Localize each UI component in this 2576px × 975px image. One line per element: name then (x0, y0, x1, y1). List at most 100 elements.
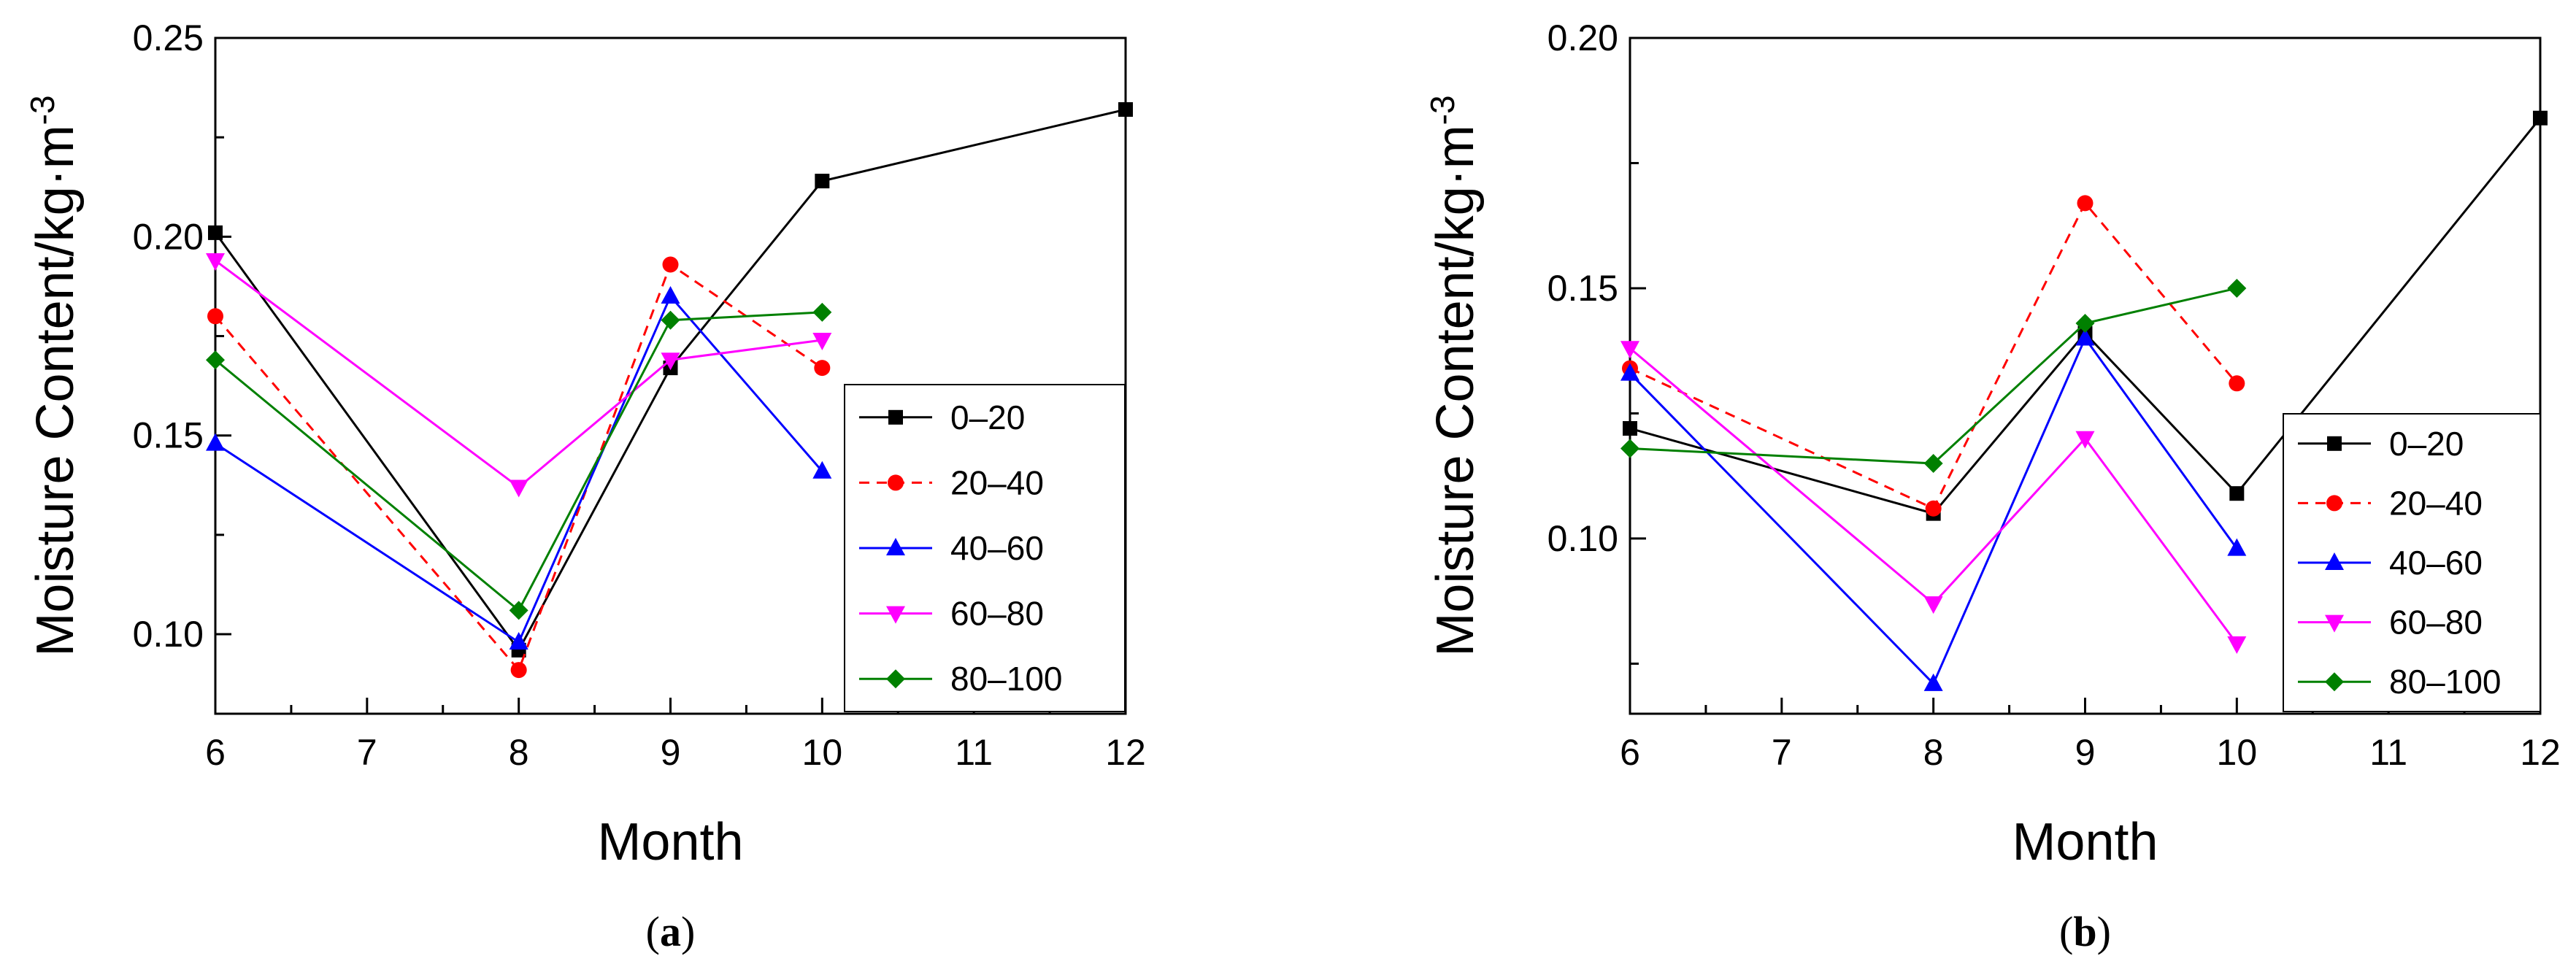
y-tick-label: 0.10 (1547, 518, 1618, 559)
legend-marker (886, 538, 905, 555)
x-tick-label: 10 (2217, 732, 2258, 773)
legend-item-40-60: 40–60 (2298, 544, 2483, 582)
data-point (2227, 636, 2247, 654)
data-point (206, 253, 225, 271)
data-point (1118, 102, 1133, 117)
x-tick-label: 7 (1772, 732, 1792, 773)
data-point (2229, 375, 2245, 392)
data-point (509, 479, 528, 498)
series-60-80 (206, 253, 832, 498)
x-tick-label: 8 (1923, 732, 1944, 773)
legend-label: 60–80 (2389, 604, 2483, 641)
data-point (812, 302, 832, 322)
legend-item-0-20: 0–20 (2298, 425, 2464, 463)
y-axis-title: Moisture Content/kg·m-3 (23, 95, 85, 656)
data-point (815, 174, 830, 189)
legend-item-60-80: 60–80 (2298, 604, 2483, 641)
data-point (812, 460, 832, 479)
data-point (509, 601, 528, 620)
data-point (1620, 439, 1639, 458)
series-80-100 (206, 302, 832, 620)
data-point (2229, 486, 2245, 501)
legend-marker (888, 474, 904, 491)
y-tick-label: 0.20 (133, 216, 204, 257)
legend-label: 20–40 (950, 463, 1044, 501)
legend-label: 20–40 (2389, 484, 2483, 522)
legend-label: 40–60 (950, 529, 1044, 567)
legend: 0–20 20–40 40–60 60–80 80–100 (2283, 413, 2541, 712)
y-tick-label: 0.25 (133, 18, 204, 58)
legend-label: 80–100 (2389, 663, 2502, 701)
data-point (812, 332, 832, 350)
x-tick-label: 11 (2369, 732, 2407, 773)
legend-marker (886, 606, 905, 624)
y-axis-title-text: Moisture Content/kg·m (26, 125, 85, 656)
data-point (2077, 195, 2094, 212)
legend-marker (2325, 672, 2344, 692)
series-40-60 (206, 286, 832, 650)
data-point (207, 308, 223, 325)
legend-marker (2325, 552, 2344, 570)
legend-item-20-40: 20–40 (2298, 484, 2483, 522)
x-tick-label: 6 (1620, 732, 1640, 773)
data-point (509, 631, 528, 650)
legend: 0–20 20–40 40–60 60–80 80–100 (844, 384, 1126, 712)
data-point (2075, 313, 2095, 333)
panel-label-letter: b (2073, 908, 2096, 955)
panel-label-open: ( (2059, 908, 2073, 955)
legend-item-20-40: 20–40 (859, 463, 1044, 501)
data-point (206, 433, 225, 451)
legend-item-80-100: 80–100 (859, 660, 1063, 698)
panel-label-letter: a (660, 908, 681, 955)
x-tick-label: 12 (2520, 732, 2561, 773)
x-tick-label: 8 (509, 732, 529, 773)
y-tick-label: 0.15 (1547, 268, 1618, 309)
y-axis-title: Moisture Content/kg·m-3 (1423, 95, 1485, 656)
series-line (215, 294, 823, 644)
legend-marker (2326, 495, 2342, 512)
panel-label: (a) (646, 908, 696, 955)
series-80-100 (1620, 278, 2247, 474)
legend-label: 80–100 (950, 660, 1063, 698)
data-point (661, 286, 680, 304)
data-point (1925, 500, 1942, 517)
data-point (661, 310, 680, 330)
legend-marker (886, 669, 905, 689)
series-line (1629, 287, 2237, 465)
data-point (2075, 431, 2095, 449)
legend-item-40-60: 40–60 (859, 529, 1044, 567)
panel-label-close: ) (681, 908, 695, 955)
series-line (215, 311, 823, 612)
y-axis-title-superscript: -3 (1423, 95, 1461, 125)
legend-label: 60–80 (950, 595, 1044, 633)
data-point (1620, 341, 1639, 359)
data-point (1923, 454, 1943, 474)
series-line (1629, 201, 2238, 510)
legend-item-0-20: 0–20 (859, 398, 1025, 436)
panel-label-open: ( (646, 908, 660, 955)
data-point (2227, 278, 2247, 298)
data-point (2227, 538, 2247, 556)
data-point (662, 256, 679, 273)
x-tick-label: 10 (802, 732, 843, 773)
x-tick-label: 6 (205, 732, 226, 773)
legend-label: 40–60 (2389, 544, 2483, 582)
y-tick-label: 0.20 (1547, 18, 1618, 58)
x-axis-title: Month (597, 813, 743, 871)
series-line (1629, 336, 2238, 686)
legend-marker (2327, 436, 2342, 451)
panel-label-close: ) (2097, 908, 2111, 955)
legend-item-80-100: 80–100 (2298, 663, 2502, 701)
panel-label: (b) (2059, 908, 2111, 955)
y-axis-title-text: Moisture Content/kg·m (1426, 125, 1485, 656)
x-tick-label: 7 (357, 732, 377, 773)
data-point (1620, 363, 1639, 381)
legend-item-60-80: 60–80 (859, 595, 1044, 633)
data-point (1623, 421, 1637, 436)
legend-label: 0–20 (2389, 425, 2464, 463)
series-line (1629, 347, 2238, 644)
series-line (215, 259, 823, 489)
x-tick-label: 9 (2075, 732, 2096, 773)
series-40-60 (1620, 328, 2247, 691)
